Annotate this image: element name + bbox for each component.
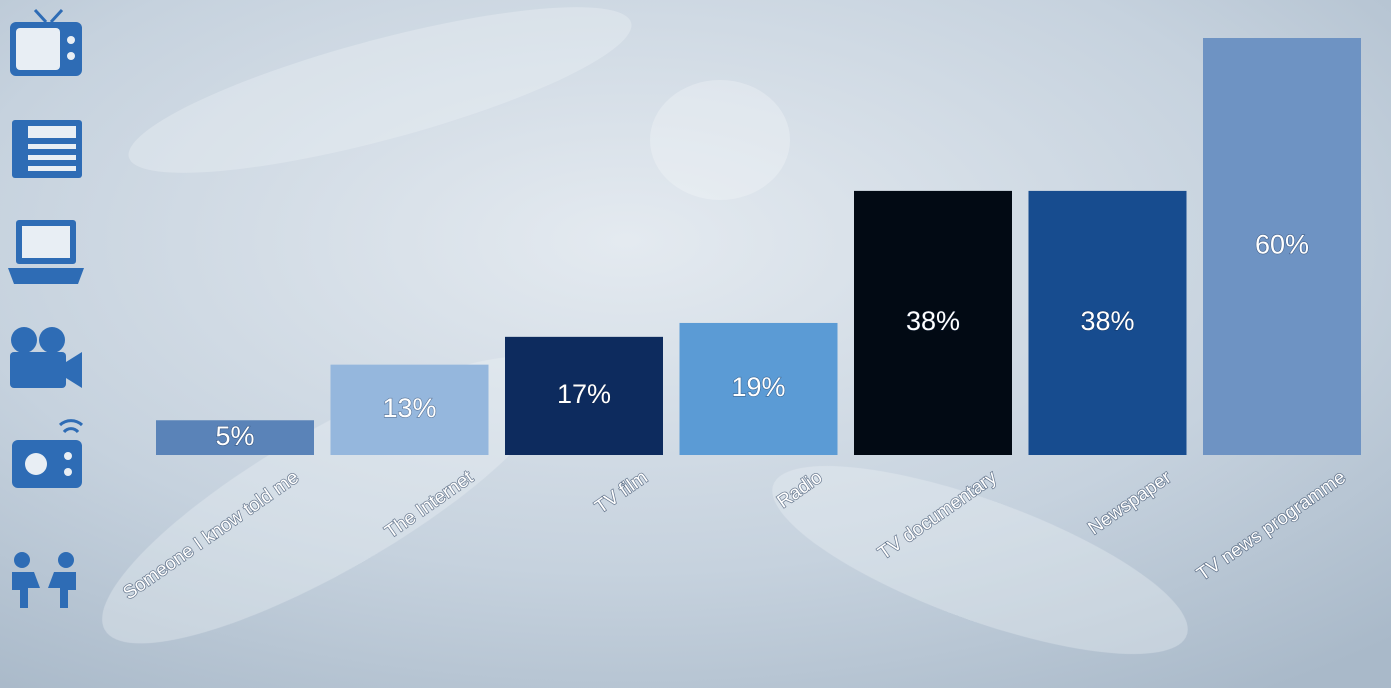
bar xyxy=(1028,190,1187,455)
value-label: 13% xyxy=(382,393,436,423)
bar xyxy=(156,420,314,455)
bar xyxy=(1203,38,1361,455)
camera-icon xyxy=(10,327,82,388)
bar xyxy=(505,336,663,455)
value-label: 38% xyxy=(1080,306,1134,336)
bar xyxy=(854,190,1012,455)
laptop-icon xyxy=(8,220,84,284)
value-label: 17% xyxy=(557,379,611,409)
value-label: 38% xyxy=(906,306,960,336)
value-label: 60% xyxy=(1255,230,1309,260)
value-label: 5% xyxy=(215,421,254,451)
newspaper-icon xyxy=(12,120,82,178)
bar xyxy=(679,322,838,455)
value-label: 19% xyxy=(731,372,785,402)
icon-column xyxy=(8,8,84,608)
conversation-icon xyxy=(12,552,76,608)
radio-icon xyxy=(12,419,84,488)
tv-icon xyxy=(10,8,82,76)
bar xyxy=(330,364,489,455)
